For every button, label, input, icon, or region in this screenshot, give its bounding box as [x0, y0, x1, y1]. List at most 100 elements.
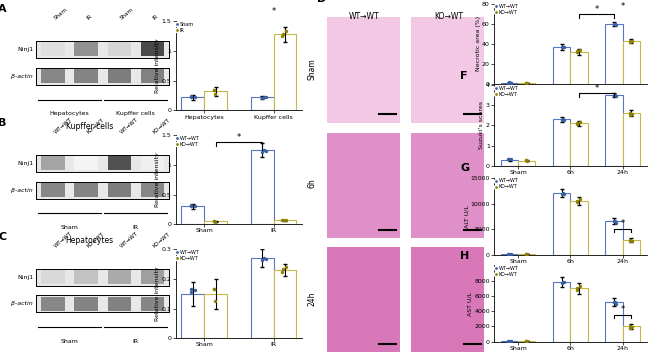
Point: [210, 298, 220, 304]
Point: [261, 148, 271, 153]
Point: [506, 251, 517, 257]
Text: Hepatocytes: Hepatocytes: [65, 236, 114, 245]
Point: [277, 218, 287, 223]
Point: [277, 269, 287, 274]
Text: H: H: [460, 251, 470, 261]
Point: [609, 93, 619, 98]
Point: [506, 80, 517, 85]
Point: [210, 219, 220, 224]
Point: [259, 255, 269, 261]
Point: [572, 120, 582, 126]
Bar: [327, 17, 400, 123]
Point: [559, 191, 569, 197]
Text: Sham: Sham: [53, 7, 68, 21]
Text: *: *: [594, 84, 599, 93]
Point: [571, 49, 582, 55]
Text: Sham: Sham: [60, 225, 79, 230]
Point: [625, 237, 635, 243]
Point: [503, 80, 514, 85]
Bar: [36, 68, 169, 85]
Bar: [274, 220, 296, 224]
Point: [261, 95, 271, 100]
Point: [575, 197, 585, 202]
Bar: [36, 68, 169, 85]
Bar: [605, 95, 623, 166]
Legend: WT→WT, KO→WT: WT→WT, KO→WT: [495, 266, 518, 277]
Point: [521, 157, 531, 163]
Point: [259, 147, 269, 153]
Bar: [36, 41, 169, 58]
Bar: [251, 97, 274, 110]
Point: [209, 218, 220, 224]
Bar: [274, 35, 296, 110]
Point: [557, 117, 567, 123]
Bar: [571, 124, 588, 166]
Point: [575, 283, 585, 288]
Text: WT→WT: WT→WT: [349, 12, 380, 21]
Bar: [181, 97, 204, 110]
Bar: [42, 156, 64, 170]
Point: [575, 120, 585, 125]
Bar: [141, 270, 164, 284]
Point: [503, 156, 514, 162]
Point: [277, 33, 287, 39]
Bar: [75, 183, 98, 197]
Point: [625, 324, 635, 329]
Bar: [623, 240, 640, 255]
Point: [261, 256, 271, 261]
Point: [572, 285, 582, 290]
Text: WT→WT: WT→WT: [53, 117, 73, 135]
Point: [559, 117, 569, 122]
Text: β-actin: β-actin: [11, 188, 33, 193]
Text: IR: IR: [152, 14, 160, 21]
Text: Sham: Sham: [60, 339, 79, 344]
Text: *: *: [621, 1, 625, 11]
Text: F: F: [460, 70, 468, 81]
Text: KO→WT: KO→WT: [152, 231, 172, 248]
Bar: [141, 69, 164, 83]
Point: [625, 111, 635, 116]
Text: D: D: [317, 0, 326, 4]
Bar: [181, 294, 204, 338]
Bar: [108, 297, 131, 311]
Point: [610, 93, 620, 98]
Bar: [141, 156, 164, 170]
Bar: [411, 247, 484, 352]
Bar: [553, 47, 571, 84]
Point: [625, 38, 635, 43]
Text: *: *: [594, 5, 599, 14]
Point: [627, 238, 638, 244]
Bar: [181, 206, 204, 224]
Bar: [251, 258, 274, 338]
Bar: [42, 297, 64, 311]
Bar: [571, 52, 588, 84]
Text: *: *: [237, 132, 241, 142]
Bar: [75, 69, 98, 83]
Point: [209, 87, 220, 93]
Bar: [553, 120, 571, 166]
Point: [503, 251, 514, 257]
Bar: [204, 91, 227, 110]
Bar: [108, 183, 131, 197]
Text: KO→WT: KO→WT: [434, 12, 463, 21]
Text: KO→WT: KO→WT: [86, 231, 105, 248]
Text: *: *: [272, 7, 276, 16]
Point: [521, 339, 531, 344]
Bar: [36, 155, 169, 172]
Text: 6h: 6h: [307, 178, 317, 188]
Bar: [75, 297, 98, 311]
Text: IR: IR: [86, 14, 94, 21]
Bar: [251, 150, 274, 224]
Point: [521, 251, 531, 257]
Point: [521, 339, 532, 344]
Text: Sham: Sham: [307, 58, 317, 80]
Bar: [411, 133, 484, 239]
Point: [571, 199, 582, 205]
Bar: [36, 182, 169, 199]
Text: Sham: Sham: [119, 7, 135, 21]
Bar: [605, 221, 623, 255]
Point: [559, 279, 569, 285]
Point: [627, 324, 638, 330]
Bar: [36, 295, 169, 313]
Text: KO→WT: KO→WT: [86, 117, 105, 135]
